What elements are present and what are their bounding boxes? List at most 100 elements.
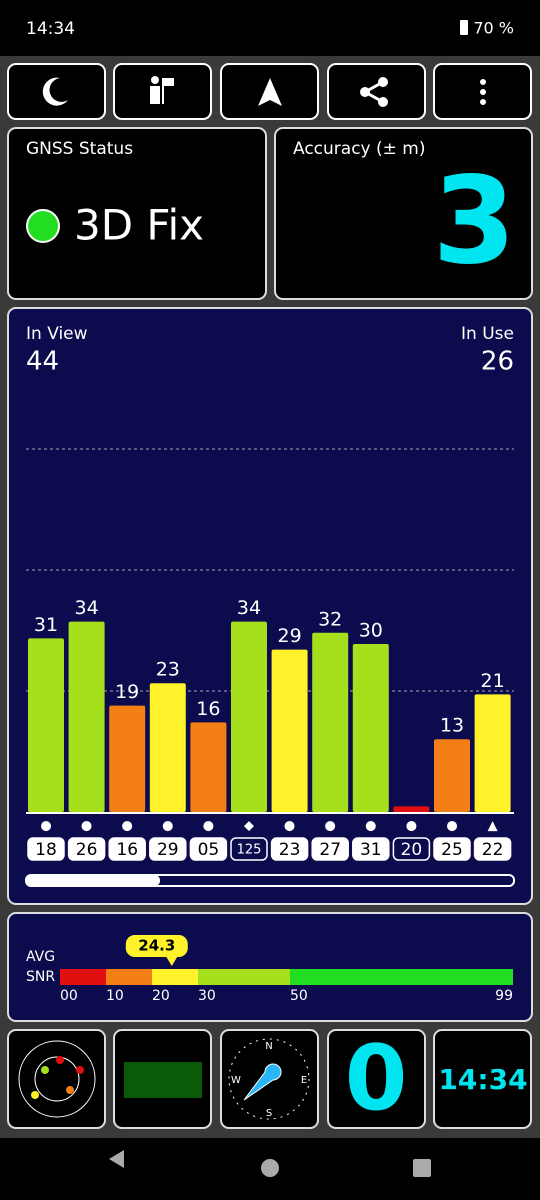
sat-id: 22 [482,840,504,860]
bar-label: 34 [75,597,99,619]
scroll-thumb[interactable] [26,875,160,886]
bar [231,621,267,812]
sat-marker: ◆ [244,819,254,834]
in-view-label: In View [26,324,88,344]
sat-id: 16 [116,840,138,860]
toolbar [7,63,532,120]
snr-tick: 50 [290,988,308,1004]
bar-label: 16 [196,698,220,720]
sat-marker: ● [284,819,295,834]
sat-box [67,837,106,861]
radar-icon [18,1040,96,1118]
bar-label: 31 [34,614,58,636]
avg-label: AVG [26,949,55,965]
moon-icon [42,77,68,106]
sat-id: 25 [441,840,463,860]
sat-marker: ● [365,819,376,834]
bar [352,644,389,812]
snr-segment [106,969,152,985]
bar-label: 13 [440,715,464,737]
avg-pointer [165,956,178,966]
bar-label: 32 [318,608,342,630]
sat-box [473,837,512,861]
in-view: 44 [26,347,59,377]
sat-box [311,837,349,861]
accuracy-title: Accuracy (± m) [293,139,426,159]
clock-big: 14:34 [438,1063,527,1096]
bar-label: 21 [481,670,505,692]
sat-box [352,837,390,861]
sat-box [392,837,431,861]
nav-home[interactable] [261,1159,279,1177]
bar [190,722,227,812]
bar-label: 29 [278,625,302,647]
bar [68,621,105,812]
compass-e: E [301,1075,307,1086]
sat-box [270,837,309,861]
share-button[interactable] [327,63,426,120]
radar-button[interactable] [7,1029,106,1129]
snr-segment [60,969,106,985]
accuracy-panel [274,127,533,300]
nav-recents[interactable] [413,1159,431,1177]
sat-id: 23 [279,840,301,860]
fix-dot [26,209,60,243]
snr-label: SNR [26,969,55,985]
sat-box [433,837,471,861]
sat-marker: ● [40,819,51,834]
snr-tick: 30 [198,988,216,1004]
bar [393,806,430,812]
world-map [124,1062,202,1098]
snr-segment [152,969,198,985]
count-button[interactable] [327,1029,426,1129]
compass-s: S [266,1108,272,1119]
sat-id: 18 [35,840,57,860]
sat-box [27,837,65,861]
sat-marker: ● [446,819,457,834]
sat-box [108,837,146,861]
person-icon [150,76,174,104]
in-use-label: In Use [461,324,514,344]
avg-value: 24.3 [138,937,175,955]
snr-tick: 10 [106,988,124,1004]
clock-button[interactable] [433,1029,532,1129]
battery: 70 % [473,19,514,38]
night-button[interactable] [7,63,106,120]
sat-marker: ● [81,819,92,834]
snr-tick: 99 [495,988,513,1004]
compass-ring [228,1038,310,1120]
gnss-title: GNSS Status [26,139,133,159]
sat-id: 05 [198,840,220,860]
snr-panel [7,912,533,1022]
bar [434,739,470,812]
bar-label: 34 [237,597,261,619]
bar [312,632,349,812]
in-use: 26 [481,347,514,377]
bar [109,705,146,812]
avg-bubble [125,935,188,957]
sat-marker: ▲ [488,819,498,834]
arrow-icon [258,78,282,106]
sat-id: 29 [157,840,179,860]
sat-marker: ● [122,819,133,834]
sat-id: 27 [319,840,341,860]
menu-icon [480,79,486,105]
snr-segment [290,969,513,985]
accuracy-value: 3 [433,153,517,292]
share-icon [360,77,388,107]
bar [149,683,186,812]
compass-w: W [231,1075,241,1086]
sat-marker: ● [203,819,214,834]
nav-back[interactable] [109,1150,124,1168]
compass-needle [243,1063,282,1101]
sat-marker: ● [325,819,336,834]
sat-id: 31 [360,840,382,860]
gnss-panel [7,127,267,300]
count: 0 [345,1026,408,1131]
bar [271,649,308,812]
sat-id: 125 [237,843,262,858]
sat-marker: ● [406,819,417,834]
snr-tick: 00 [60,988,78,1004]
